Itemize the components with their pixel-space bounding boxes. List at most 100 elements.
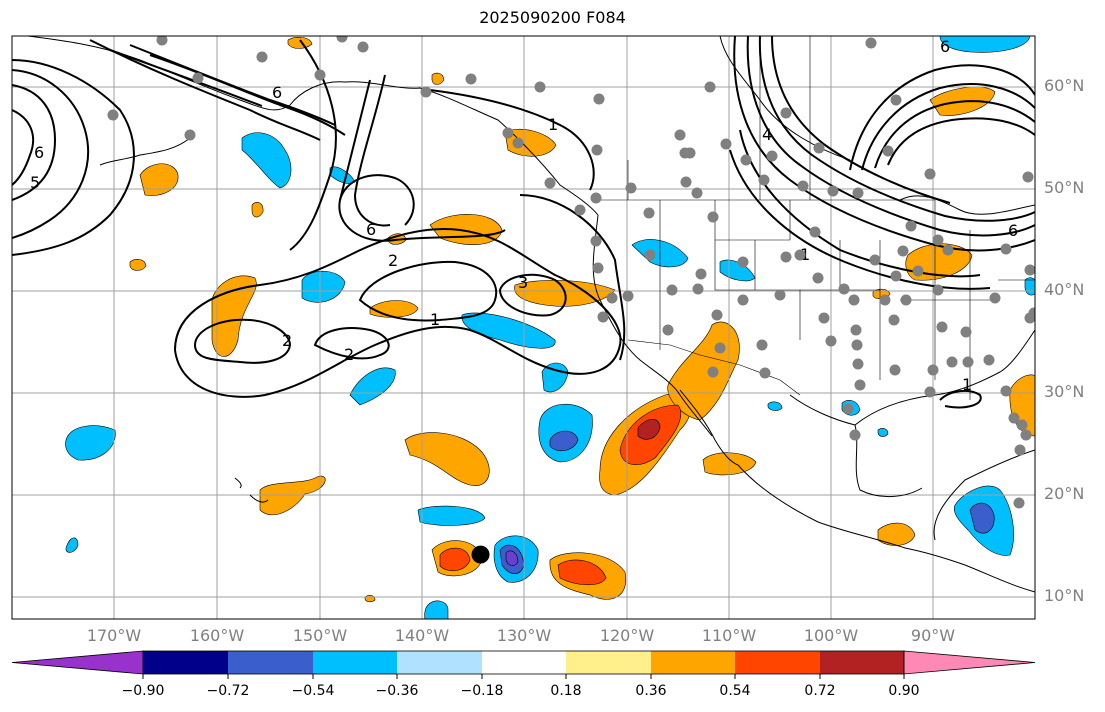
positive-anomaly-area — [139, 163, 179, 196]
station-dot — [593, 93, 605, 105]
station-dot — [574, 204, 586, 216]
station-dot — [679, 147, 691, 159]
station-dot — [107, 109, 119, 121]
contour-label: 5 — [30, 173, 40, 192]
station-dot — [851, 339, 863, 351]
positive-anomaly-area — [259, 475, 326, 516]
colorbar-tick-label: −0.72 — [206, 683, 250, 699]
station-dot — [184, 129, 196, 141]
station-dot — [756, 339, 768, 351]
station-dot — [512, 137, 524, 149]
station-dot — [758, 174, 770, 186]
positive-anomaly-area — [364, 595, 376, 603]
colorbar-tick-label: −0.54 — [291, 683, 335, 699]
station-dot — [680, 176, 692, 188]
colorbar-tick-label: −0.18 — [460, 683, 504, 699]
station-dot — [827, 185, 839, 197]
lat-label: 60°N — [1044, 76, 1085, 95]
station-dot — [936, 321, 948, 333]
lon-label: 90°W — [910, 626, 956, 645]
station-dot — [989, 292, 1001, 304]
station-dot — [838, 283, 850, 295]
station-dot — [674, 129, 686, 141]
station-dot — [869, 254, 881, 266]
very-strong-positive-area — [637, 419, 661, 440]
station-dot — [644, 249, 656, 261]
station-dot — [740, 154, 752, 166]
station-dot — [852, 358, 864, 370]
station-dot — [1024, 264, 1035, 276]
contour-label: 6 — [272, 83, 282, 102]
station-dot — [924, 386, 936, 398]
positive-anomaly-area — [404, 432, 490, 486]
lat-label: 20°N — [1044, 484, 1085, 503]
contour-label: 2 — [344, 345, 354, 364]
strong-positive-area — [439, 547, 471, 572]
station-dot — [794, 249, 806, 261]
station-dot — [818, 312, 830, 324]
negative-anomaly-area — [417, 505, 486, 526]
contour-label: 6 — [34, 143, 44, 162]
station-dot — [1022, 171, 1034, 183]
contour-label: 1 — [430, 310, 440, 329]
station-dot — [606, 292, 618, 304]
contour-lines — [12, 36, 1035, 409]
colorbar-tick-label: 0.72 — [804, 683, 836, 699]
negative-anomaly-area — [877, 428, 889, 437]
station-dot — [314, 69, 326, 81]
station-dot — [691, 187, 703, 199]
highlight-point[interactable] — [471, 545, 490, 564]
strong-negative-area — [969, 502, 995, 534]
station-dot — [890, 270, 902, 282]
station-dot — [809, 226, 821, 238]
positive-anomaly-area — [287, 37, 313, 49]
station-dot — [888, 314, 900, 326]
station-dot — [797, 180, 809, 192]
station-dot — [962, 356, 974, 368]
lat-label: 30°N — [1044, 382, 1085, 401]
very-strong-negative-area — [505, 550, 519, 566]
station-dot — [707, 366, 719, 378]
station-dot — [890, 94, 902, 106]
station-dot — [625, 182, 637, 194]
station-dot — [912, 265, 924, 277]
station-dot — [711, 309, 723, 321]
station-dot — [842, 403, 854, 415]
station-dot — [942, 244, 954, 256]
negative-anomaly-area — [301, 270, 346, 303]
station-dot — [357, 41, 369, 53]
station-dot — [592, 262, 604, 274]
strong-negative-area — [549, 430, 579, 452]
station-dot — [897, 245, 909, 257]
station-dot — [774, 289, 786, 301]
station-dot — [704, 81, 716, 93]
colorbar-tick-label: 0.90 — [888, 683, 920, 699]
positive-anomaly-area — [129, 259, 147, 271]
station-dot — [591, 144, 603, 156]
station-dot — [780, 251, 792, 263]
station-markers — [107, 36, 1035, 509]
station-dot — [882, 145, 894, 157]
graticule — [12, 36, 1035, 619]
station-dot — [336, 36, 348, 43]
positive-anomaly-area — [877, 522, 916, 546]
station-dot — [643, 207, 655, 219]
shaded-field-group — [65, 36, 1035, 619]
contour-label: 6 — [940, 37, 950, 56]
station-dot — [597, 311, 609, 323]
station-dot — [848, 294, 860, 306]
station-dot — [590, 192, 602, 204]
positive-anomaly-area — [504, 128, 557, 157]
station-dot — [707, 211, 719, 223]
station-dot — [192, 72, 204, 84]
negative-anomaly-area — [939, 36, 1031, 53]
station-dot — [544, 177, 556, 189]
station-dot — [924, 168, 936, 180]
lat-label: 10°N — [1044, 586, 1085, 605]
lon-label: 110°W — [701, 626, 757, 645]
positive-anomaly-area — [211, 275, 257, 357]
station-dot — [1000, 243, 1012, 255]
station-dot — [813, 142, 825, 154]
station-dot — [1013, 497, 1025, 509]
